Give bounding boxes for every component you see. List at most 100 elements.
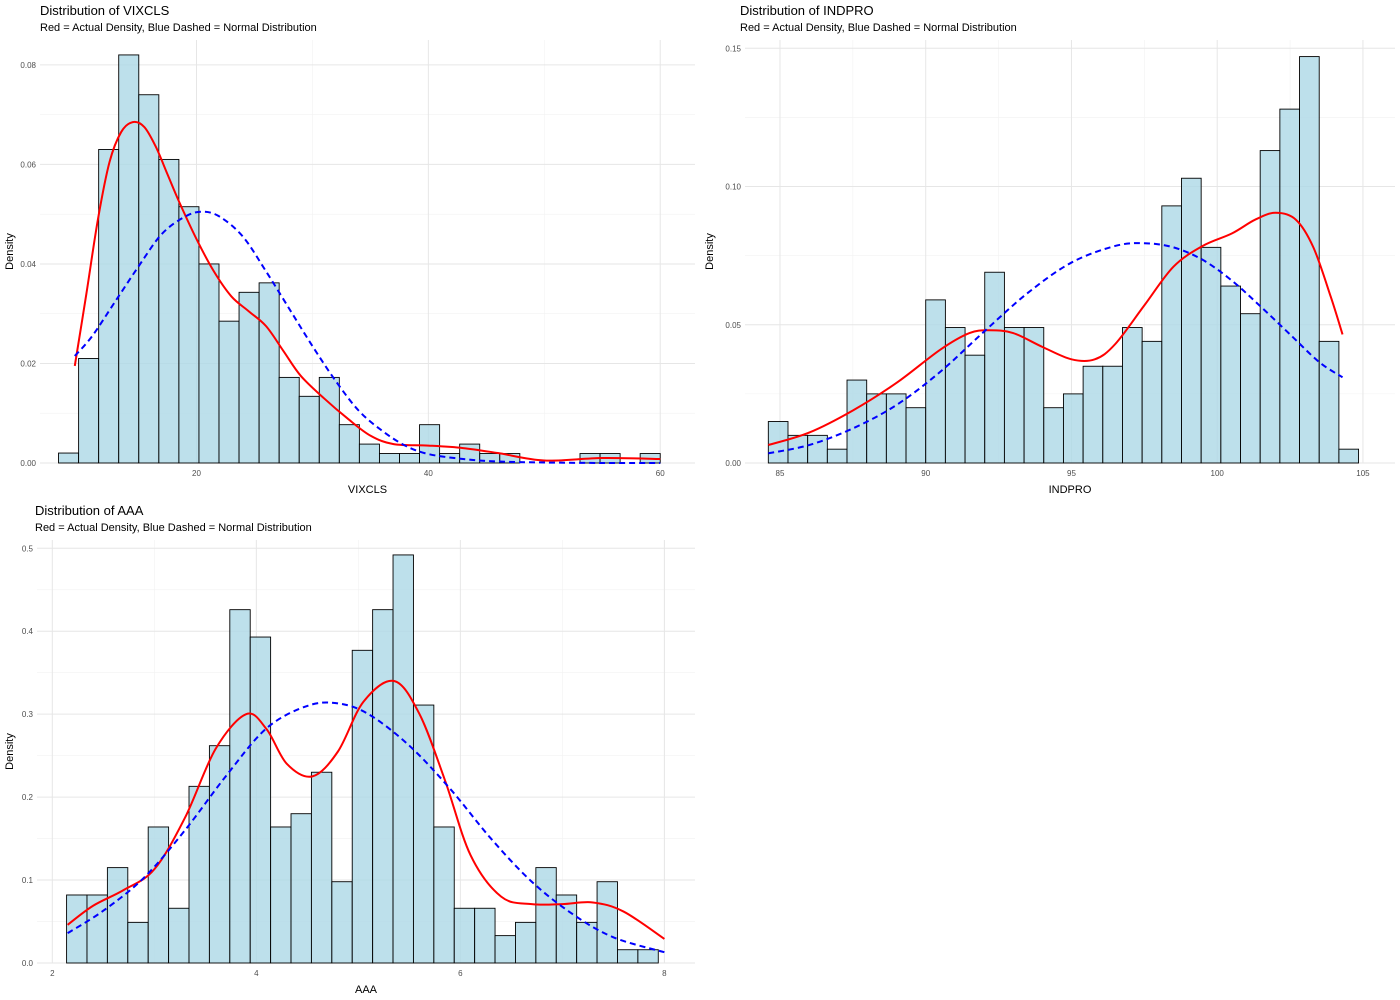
- histogram-bar: [1141, 340, 1163, 464]
- histogram-bar: [270, 826, 292, 964]
- histogram-bar: [1181, 177, 1202, 464]
- histogram-bar: [866, 393, 887, 464]
- y-tick-label: 0.3: [22, 710, 34, 719]
- y-tick-label: 0.2: [22, 793, 34, 802]
- y-tick-label: 0.08: [20, 61, 36, 70]
- x-axis-label: VIXCLS: [348, 484, 387, 496]
- histogram-bar: [984, 271, 1005, 464]
- histogram-bar: [127, 921, 149, 964]
- histogram-bar: [1279, 108, 1300, 464]
- histogram-bar: [1122, 327, 1143, 464]
- histogram-bar: [807, 434, 828, 464]
- histogram-bar: [310, 771, 333, 964]
- x-tick-label: 90: [921, 469, 930, 478]
- chart-title: Distribution of VIXCLS: [40, 3, 170, 18]
- x-tick-label: 100: [1211, 469, 1225, 478]
- histogram-bar: [1102, 365, 1123, 464]
- histogram-bar: [944, 327, 966, 464]
- histogram-bar: [964, 354, 986, 464]
- y-tick-label: 0.0: [22, 959, 34, 968]
- histogram-bar: [392, 554, 414, 964]
- y-tick-label: 0.15: [725, 44, 741, 53]
- histogram-bar: [147, 826, 170, 964]
- histogram-bar: [1003, 327, 1025, 464]
- histogram-bar: [499, 453, 521, 464]
- aaa-histogram-svg: 0.0 0.1 0.2 0.3 0.4 0.5 2 4 6 8 AAA Density: [4, 540, 695, 996]
- x-tick-label: 2: [50, 969, 55, 978]
- y-tick-label: 0.1: [22, 876, 34, 885]
- vixcls-histogram-svg: 0.00 0.02 0.04 0.06 0.08 20 40 60 VIXCLS Density: [4, 40, 695, 496]
- chart-title: Distribution of AAA: [35, 503, 144, 518]
- histogram-bar: [433, 826, 455, 964]
- histogram-bar: [1043, 407, 1064, 464]
- histogram-bar: [208, 745, 231, 964]
- actual-density-curve: [768, 211, 1344, 446]
- y-tick-label: 0.00: [725, 459, 741, 468]
- histogram-bar: [412, 704, 435, 964]
- histogram-bar: [826, 448, 848, 464]
- x-axis-label: INDPRO: [1049, 484, 1092, 496]
- normal-distribution-curve: [67, 701, 665, 954]
- histogram-bar: [168, 907, 190, 964]
- histogram-bar: [106, 867, 129, 964]
- histogram-bar: [351, 649, 374, 964]
- x-tick-label: 8: [662, 969, 667, 978]
- histogram-bar: [905, 407, 927, 464]
- y-tick-label: 0.04: [20, 260, 36, 269]
- histogram-bar: [1082, 365, 1104, 464]
- histogram-bar: [885, 393, 907, 464]
- histogram-bar: [637, 949, 659, 964]
- histogram-bar: [596, 881, 618, 964]
- histogram-bar: [1200, 246, 1222, 464]
- normal-distribution-curve: [74, 210, 661, 465]
- y-tick-label: 0.05: [725, 321, 741, 330]
- histogram-bar: [535, 867, 557, 964]
- indpro-chart-panel: Distribution of INDPRO Red = Actual Dens…: [704, 3, 1395, 496]
- histogram-bar: [1023, 327, 1045, 464]
- histogram-bar: [1338, 448, 1360, 464]
- histogram-bar: [258, 282, 280, 464]
- histogram-bar: [86, 894, 108, 964]
- x-axis-label: AAA: [355, 984, 378, 996]
- histogram-bar: [1220, 285, 1241, 464]
- x-tick-label: 6: [458, 969, 463, 978]
- y-tick-label: 0.10: [725, 183, 741, 192]
- histogram-bar: [229, 609, 251, 964]
- histogram-bar: [290, 813, 312, 964]
- histogram-bar: [1299, 56, 1320, 464]
- actual-density-curve: [73, 120, 661, 462]
- histogram-bar: [1259, 150, 1281, 464]
- chart-title: Distribution of INDPRO: [740, 3, 874, 18]
- y-axis-label: Density: [4, 733, 16, 770]
- histogram-bar: [515, 921, 537, 964]
- histogram-bar: [494, 935, 516, 964]
- histogram-bar: [372, 609, 394, 964]
- vixcls-chart-panel: Distribution of VIXCLS Red = Actual Dens…: [0, 0, 700, 500]
- histogram-bar: [66, 894, 88, 964]
- histogram-bar: [331, 881, 353, 964]
- histogram-bar: [453, 907, 476, 964]
- x-tick-label: 60: [656, 469, 665, 478]
- x-tick-label: 105: [1356, 469, 1370, 478]
- chart-subtitle: Red = Actual Density, Blue Dashed = Norm…: [40, 22, 317, 34]
- x-tick-label: 20: [192, 469, 201, 478]
- histogram-bar: [474, 907, 496, 964]
- histogram-bar: [617, 949, 639, 964]
- y-axis-label: Density: [4, 233, 16, 270]
- actual-density-curve: [67, 679, 665, 940]
- indpro-histogram-svg: 0.00 0.05 0.10 0.15 85 90 95 100 105 INDPRO Densit…: [704, 40, 1395, 496]
- y-tick-label: 0.4: [22, 627, 34, 636]
- histogram-bar: [1318, 340, 1340, 464]
- y-tick-label: 0.06: [20, 160, 36, 169]
- aaa-chart-panel: Distribution of AAA Red = Actual Density…: [4, 503, 695, 996]
- chart-subtitle: Red = Actual Density, Blue Dashed = Norm…: [35, 522, 312, 534]
- chart-subtitle: Red = Actual Density, Blue Dashed = Norm…: [740, 22, 1017, 34]
- histogram-bar: [846, 379, 868, 464]
- y-tick-label: 0.5: [22, 544, 34, 553]
- x-tick-label: 85: [776, 469, 785, 478]
- y-tick-label: 0.02: [20, 359, 36, 368]
- y-axis-label: Density: [704, 233, 716, 270]
- x-tick-label: 4: [254, 969, 259, 978]
- histogram-bar: [188, 785, 210, 964]
- normal-distribution-curve: [768, 242, 1344, 455]
